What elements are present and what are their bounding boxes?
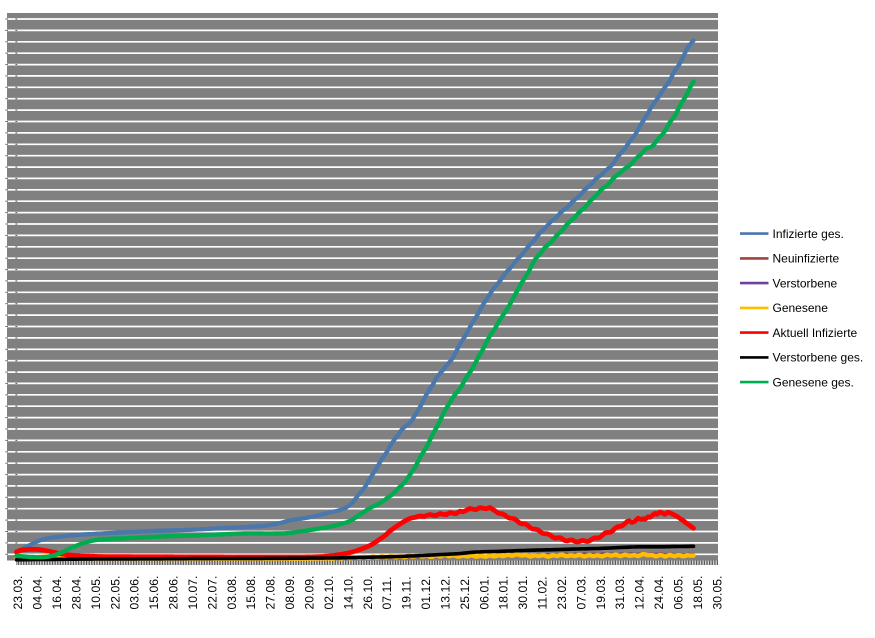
svg-text:07.03.: 07.03. bbox=[574, 576, 588, 610]
svg-text:07.11.: 07.11. bbox=[380, 577, 394, 610]
svg-text:12.04.: 12.04. bbox=[633, 576, 647, 610]
svg-text:Genesene: Genesene bbox=[773, 301, 829, 315]
svg-text:10.07.: 10.07. bbox=[186, 576, 200, 610]
svg-text:04.04.: 04.04. bbox=[31, 576, 45, 610]
svg-text:18.01.: 18.01. bbox=[497, 576, 511, 610]
svg-text:02.10.: 02.10. bbox=[322, 576, 336, 610]
svg-text:Verstorbene ges.: Verstorbene ges. bbox=[773, 351, 864, 365]
svg-text:26.10.: 26.10. bbox=[361, 576, 375, 610]
svg-text:27.08.: 27.08. bbox=[264, 576, 278, 610]
svg-text:01.12.: 01.12. bbox=[419, 576, 433, 610]
svg-text:13.12.: 13.12. bbox=[438, 576, 452, 610]
svg-text:18.05.: 18.05. bbox=[691, 576, 705, 610]
svg-text:16.04.: 16.04. bbox=[50, 576, 64, 610]
svg-text:06.01.: 06.01. bbox=[477, 576, 491, 610]
svg-text:10.05.: 10.05. bbox=[89, 576, 103, 610]
svg-text:Neuinfizierte: Neuinfizierte bbox=[773, 252, 840, 266]
svg-text:06.05.: 06.05. bbox=[672, 576, 686, 610]
svg-text:14.10.: 14.10. bbox=[341, 576, 355, 610]
svg-text:19.11.: 19.11. bbox=[400, 577, 414, 610]
svg-text:23.02.: 23.02. bbox=[555, 576, 569, 610]
svg-text:03.08.: 03.08. bbox=[225, 576, 239, 610]
svg-text:31.03.: 31.03. bbox=[613, 576, 627, 610]
svg-text:Aktuell Infizierte: Aktuell Infizierte bbox=[773, 326, 858, 340]
svg-text:15.08.: 15.08. bbox=[244, 576, 258, 610]
svg-text:Verstorbene: Verstorbene bbox=[773, 276, 838, 290]
svg-text:20.09.: 20.09. bbox=[303, 576, 317, 610]
svg-text:25.12.: 25.12. bbox=[458, 576, 472, 610]
svg-text:Genesene ges.: Genesene ges. bbox=[773, 375, 854, 389]
svg-text:28.04.: 28.04. bbox=[70, 576, 84, 610]
svg-text:28.06.: 28.06. bbox=[167, 576, 181, 610]
svg-text:11.02.: 11.02. bbox=[536, 577, 550, 610]
svg-text:03.06.: 03.06. bbox=[128, 576, 142, 610]
svg-text:30.01.: 30.01. bbox=[516, 576, 530, 610]
svg-text:22.05.: 22.05. bbox=[108, 576, 122, 610]
svg-text:30.05.: 30.05. bbox=[710, 576, 724, 610]
svg-text:22.07.: 22.07. bbox=[205, 576, 219, 610]
svg-text:Infizierte ges.: Infizierte ges. bbox=[773, 227, 844, 241]
svg-text:23.03.: 23.03. bbox=[11, 576, 25, 610]
svg-text:19.03.: 19.03. bbox=[594, 576, 608, 610]
svg-text:15.06.: 15.06. bbox=[147, 576, 161, 610]
svg-text:08.09.: 08.09. bbox=[283, 576, 297, 610]
svg-text:24.04.: 24.04. bbox=[652, 576, 666, 610]
